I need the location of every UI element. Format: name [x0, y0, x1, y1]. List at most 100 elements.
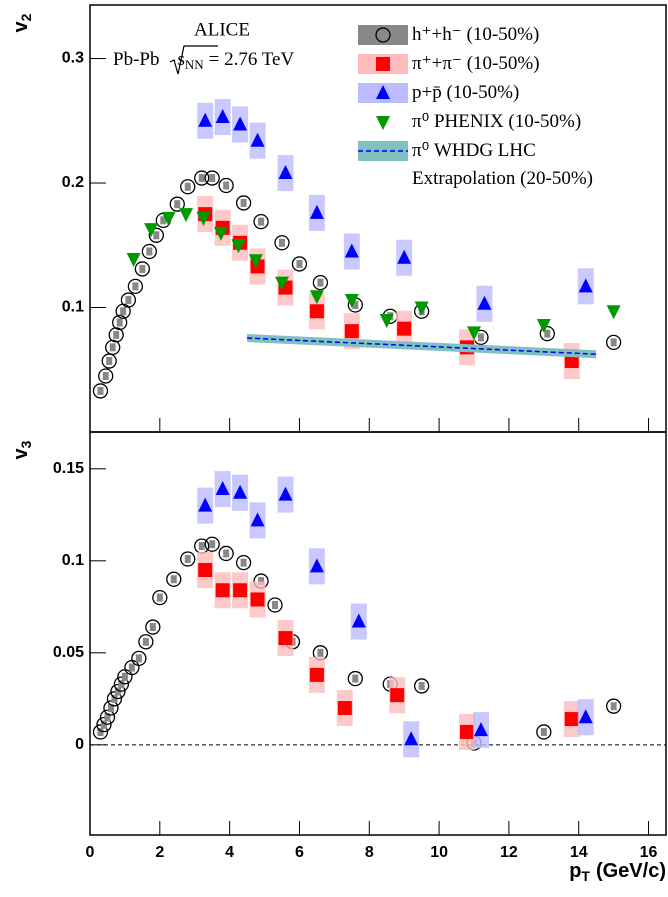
systematic-box [142, 637, 149, 646]
marker [278, 165, 293, 180]
marker [309, 290, 324, 305]
x-label-main: p [569, 860, 581, 882]
marker [113, 676, 130, 692]
legend-label: π⁰ PHENIX (10-50%) [412, 111, 582, 132]
marker [309, 558, 324, 573]
marker [250, 512, 265, 527]
legend-label: h⁺+h⁻ (10-50%) [412, 24, 540, 45]
y-tick-label: 0 [75, 736, 84, 753]
marker [539, 326, 555, 342]
systematic-box [135, 654, 142, 663]
systematic-box [128, 663, 135, 672]
marker [274, 235, 290, 251]
marker [605, 334, 622, 351]
systematic-box [146, 247, 153, 256]
systematic-box [121, 672, 128, 681]
plot-frame [89, 431, 667, 836]
marker [92, 724, 109, 740]
marker [198, 563, 213, 578]
marker [215, 583, 230, 598]
x-tick-label: 0 [86, 844, 95, 861]
systematic-box [610, 702, 617, 711]
marker [376, 85, 390, 99]
y-tick-label: 0.1 [62, 552, 84, 569]
y-label-main: v [10, 20, 32, 32]
marker [194, 170, 210, 186]
marker [233, 484, 248, 499]
marker [253, 213, 269, 230]
systematic-box [104, 713, 111, 722]
x-axis-label: pT (GeV/c) [569, 860, 666, 883]
collision-label: Pb-Pb sNN = 2.76 TeV [113, 49, 294, 72]
marker [106, 691, 123, 707]
y-label-sub: 2 [18, 13, 34, 21]
systematic-box [610, 338, 617, 347]
marker [278, 486, 293, 501]
marker [564, 354, 579, 369]
marker [198, 112, 213, 127]
systematic-box [97, 727, 104, 736]
systematic-box [317, 648, 324, 657]
marker [179, 208, 193, 223]
x-tick-label: 12 [500, 844, 518, 861]
systematic-box [209, 540, 216, 549]
x-label-sub: T [581, 868, 590, 884]
marker [578, 278, 593, 293]
legend-label: p+p̄ (10-50%) [412, 82, 520, 103]
marker [126, 252, 141, 267]
systematic-box [223, 181, 230, 190]
systematic-box [149, 623, 156, 632]
experiment-label: ALICE [194, 19, 250, 40]
marker [127, 278, 144, 294]
x-tick-label: 6 [295, 844, 304, 861]
marker [312, 274, 329, 291]
marker [215, 109, 230, 124]
marker [376, 57, 390, 71]
systematic-box [106, 357, 113, 366]
y-tick-label: 0.3 [62, 50, 84, 67]
systematic-box [102, 371, 109, 380]
marker [309, 304, 324, 319]
marker [376, 116, 390, 130]
marker [467, 326, 481, 341]
systematic-box [272, 600, 279, 609]
systematic-box [540, 727, 547, 736]
systematic-box [174, 200, 181, 209]
systematic-box [184, 182, 191, 191]
marker [180, 551, 196, 567]
marker [606, 305, 621, 320]
legend-label: π⁺+π⁻ (10-50%) [412, 53, 540, 74]
systematic-box [125, 296, 132, 305]
x-tick-label: 14 [570, 844, 588, 861]
systematic-box [544, 329, 551, 338]
systematic-box [111, 694, 118, 703]
x-tick-label: 4 [225, 844, 234, 861]
marker [169, 196, 185, 212]
systematic-box [153, 231, 160, 240]
marker [344, 294, 359, 309]
x-label-unit: (GeV/c) [596, 860, 666, 882]
systematic-box [120, 307, 127, 316]
marker [204, 536, 220, 552]
marker [414, 301, 429, 316]
systematic-box [240, 558, 247, 567]
marker [375, 27, 391, 43]
marker [112, 314, 128, 331]
marker [120, 292, 137, 308]
systematic-box [118, 680, 125, 689]
systematic-box [352, 301, 359, 310]
marker [103, 700, 119, 716]
marker [379, 313, 394, 328]
marker [397, 249, 412, 264]
systematic-box [156, 593, 163, 602]
marker [404, 731, 419, 746]
systematic-box [170, 575, 177, 584]
marker [233, 583, 248, 598]
marker [110, 683, 126, 700]
systematic-box [114, 687, 121, 696]
marker [309, 204, 324, 219]
marker [141, 243, 157, 260]
marker [92, 383, 109, 399]
systematic-box [223, 549, 230, 558]
systematic-box [240, 198, 247, 207]
